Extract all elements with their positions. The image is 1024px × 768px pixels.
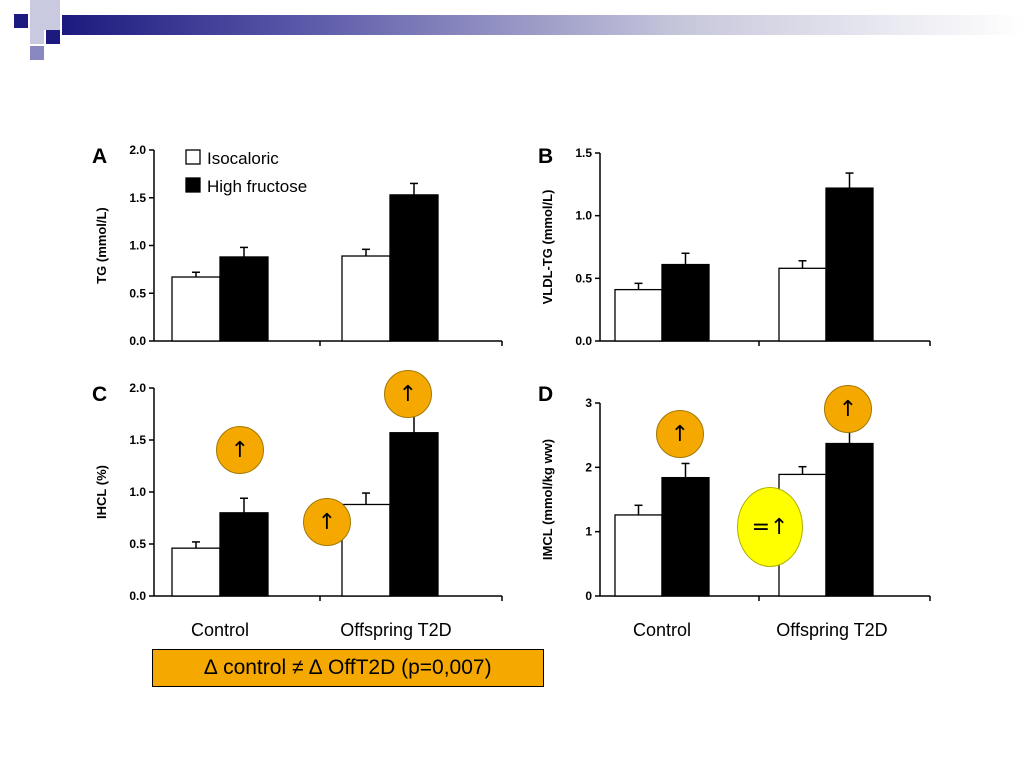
bar-high-fructose — [219, 512, 269, 597]
increase-badge-d-control: ↑ — [656, 410, 704, 458]
x-category-label: Control — [633, 620, 691, 640]
x-category-label: Offspring T2D — [340, 620, 451, 640]
bar-isocaloric — [341, 255, 391, 342]
legend-swatch-high-fructose — [185, 177, 201, 193]
y-axis-label: IMCL (mmol/kg ww) — [540, 439, 555, 560]
chart-panel-c: C 0.0 0.5 1.0 1.5 2.0 IHCL (%) Control Offspring… — [92, 381, 503, 640]
x-category-label: Control — [191, 620, 249, 640]
header-square — [46, 30, 60, 44]
increase-badge-c-between: ↑ — [303, 498, 351, 546]
increase-badge-c-offspring: ↑ — [384, 370, 432, 418]
y-tick-label: 0.0 — [129, 334, 146, 348]
bar-high-fructose — [389, 194, 439, 342]
bar-isocaloric — [171, 547, 221, 597]
header-square — [30, 46, 44, 60]
y-axis-label: TG (mmol/L) — [94, 207, 109, 284]
bar-high-fructose — [661, 263, 710, 342]
y-tick-label: 1.5 — [129, 191, 146, 205]
panel-letter: B — [538, 145, 553, 168]
bar-high-fructose — [219, 256, 269, 342]
y-tick-label: 0 — [585, 589, 592, 603]
y-axis-label: IHCL (%) — [94, 465, 109, 519]
y-tick-label: 1.0 — [129, 239, 146, 253]
chart-legend: Isocaloric High fructose — [185, 149, 307, 196]
header-gradient-bar — [62, 15, 1024, 35]
y-tick-label: 1 — [585, 525, 592, 539]
y-tick-label: 1.5 — [129, 433, 146, 447]
header-square — [30, 30, 44, 44]
y-tick-label: 2 — [585, 460, 592, 474]
statistical-result-box: ∆ control ≠ ∆ OffT2D (p=0,007) — [152, 649, 544, 687]
bar-isocaloric — [614, 288, 663, 342]
y-tick-label: 2.0 — [129, 381, 146, 395]
bar-high-fructose — [825, 442, 874, 597]
panel-letter: D — [538, 383, 553, 406]
chart-panel-a: A 0.0 0.5 1.0 1.5 2.0 TG (mmol/L) — [92, 143, 503, 348]
header-square — [14, 14, 28, 28]
y-tick-label: 0.5 — [575, 271, 592, 285]
legend-swatch-isocaloric — [185, 149, 201, 165]
legend-label-isocaloric: Isocaloric — [207, 149, 279, 168]
y-axis-label: VLDL-TG (mmol/L) — [540, 190, 555, 305]
y-tick-label: 1.5 — [575, 146, 592, 160]
increase-badge-d-offspring: ↑ — [824, 385, 872, 433]
y-tick-label: 0.5 — [129, 286, 146, 300]
panel-letter: C — [92, 383, 107, 406]
bar-isocaloric — [614, 514, 663, 597]
chart-panel-d: D 0 1 2 3 IMCL (mmol/kg ww) Control Offspring T… — [538, 383, 931, 640]
slide-header-decoration — [0, 0, 1024, 62]
y-tick-label: 3 — [585, 396, 592, 410]
bar-isocaloric — [778, 267, 827, 342]
y-tick-label: 2.0 — [129, 143, 146, 157]
y-tick-label: 0.0 — [575, 334, 592, 348]
equal-increase-badge-d: =↑ — [737, 487, 803, 567]
bar-high-fructose — [389, 432, 439, 597]
header-square — [30, 0, 60, 30]
y-tick-label: 0.0 — [129, 589, 146, 603]
bar-high-fructose — [661, 476, 710, 597]
bar-high-fructose — [825, 187, 874, 342]
y-tick-label: 0.5 — [129, 537, 146, 551]
increase-badge-c-control: ↑ — [216, 426, 264, 474]
y-tick-label: 1.0 — [129, 485, 146, 499]
legend-label-high-fructose: High fructose — [207, 177, 307, 196]
chart-panel-b: B 0.0 0.5 1.0 1.5 VLDL-TG (mmol/L) — [538, 145, 931, 348]
bar-isocaloric — [171, 276, 221, 342]
y-tick-label: 1.0 — [575, 209, 592, 223]
x-category-label: Offspring T2D — [776, 620, 887, 640]
panel-letter: A — [92, 145, 107, 168]
